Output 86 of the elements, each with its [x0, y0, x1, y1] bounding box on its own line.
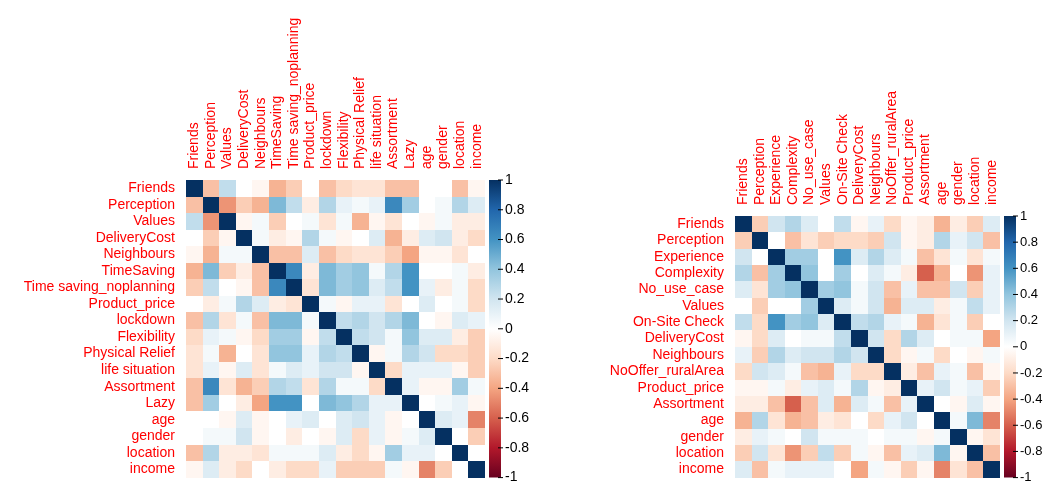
y-tick-label: income	[129, 460, 176, 477]
x-tick-label: Assortment	[384, 98, 401, 169]
x-tick-label: Values	[816, 163, 833, 205]
color-bar-label: 0.6	[1020, 259, 1039, 275]
x-tick-label: Experience	[767, 134, 784, 205]
y-tick-label: Lazy	[145, 394, 175, 411]
y-tick-label: Product_price	[88, 294, 176, 311]
y-tick-label: Flexibility	[117, 327, 175, 344]
color-bar-label: 0.6	[505, 230, 525, 247]
y-tick-label: Neighbours	[103, 245, 175, 262]
y-tick-label: DeliveryCost	[95, 228, 176, 245]
color-bar-label: -0.8	[505, 438, 530, 455]
y-tick-label: lockdown	[116, 311, 175, 328]
color-bar-label: 0.2	[505, 289, 525, 306]
color-bar-label: -0.4	[1020, 390, 1043, 406]
color-bar-label: 0	[1020, 338, 1028, 354]
x-tick-label: No_use_case	[800, 119, 817, 205]
x-tick-label: location	[450, 120, 467, 169]
x-tick-label: Perception	[750, 138, 767, 205]
color-bar-label: 0.8	[1020, 233, 1039, 249]
x-tick-label: NoOffer_ruralArea	[883, 90, 900, 205]
y-tick-label: NoOffer_ruralArea	[609, 362, 725, 379]
color-bar-label: -0.6	[1020, 416, 1043, 432]
y-tick-label: Friends	[677, 215, 724, 232]
y-tick-label: Values	[133, 212, 175, 229]
color-bar-label: -0.2	[505, 349, 530, 366]
y-tick-label: location	[126, 443, 175, 460]
x-tick-label: DeliveryCost	[235, 89, 251, 169]
x-tick-label: Lazy	[401, 139, 418, 169]
y-tick-label: Values	[682, 296, 724, 313]
x-tick-label: age	[932, 181, 949, 205]
color-bar-label: -0.4	[505, 379, 530, 396]
x-tick-label: income	[982, 159, 999, 205]
color-bar-label: 0.4	[1020, 286, 1039, 302]
y-tick-label: life situation	[101, 360, 175, 377]
y-tick-label: Physical Relief	[83, 344, 176, 361]
color-bar-label: 0.2	[1020, 312, 1039, 328]
x-tick-label: lockdown	[318, 110, 335, 169]
y-tick-label: Experience	[653, 247, 725, 264]
y-tick-label: Complexity	[654, 264, 724, 281]
y-tick-label: Assortment	[653, 394, 725, 411]
y-tick-label: DeliveryCost	[644, 329, 725, 346]
y-tick-label: location	[675, 443, 724, 460]
x-tick-label: income	[467, 123, 484, 169]
color-bar-label: 1	[505, 170, 513, 187]
x-tick-label: Product_price	[301, 82, 318, 169]
x-tick-label: life situation	[367, 95, 384, 169]
color-bar-label: -0.6	[505, 408, 530, 425]
y-tick-label: On-Site Check	[632, 313, 725, 330]
x-tick-label: gender	[434, 125, 451, 169]
x-tick-label: Neighbours	[251, 97, 268, 169]
x-tick-label: Values	[218, 127, 235, 169]
y-tick-label: income	[678, 460, 725, 477]
color-bar-label: 0.8	[505, 200, 525, 217]
y-tick-label: gender	[680, 427, 725, 444]
y-tick-label: TimeSaving	[101, 261, 175, 278]
y-tick-label: age	[700, 411, 725, 428]
x-tick-label: Neighbours	[866, 133, 883, 205]
y-tick-label: Time saving_noplanning	[23, 278, 175, 295]
y-tick-label: Perception	[657, 231, 724, 248]
x-tick-label: age	[417, 145, 434, 169]
x-tick-label: On-Site Check	[833, 112, 850, 205]
x-tick-label: location	[966, 156, 983, 205]
y-tick-label: gender	[131, 427, 176, 444]
y-tick-label: Assortment	[104, 377, 176, 394]
x-tick-label: TimeSaving	[268, 95, 285, 169]
y-tick-label: Product_price	[637, 378, 725, 395]
color-bar-label: 0.4	[505, 260, 525, 277]
x-tick-label: Time saving_noplanning	[284, 17, 301, 169]
x-tick-label: Complexity	[783, 135, 800, 205]
x-tick-label: DeliveryCost	[850, 125, 867, 205]
y-tick-label: No_use_case	[638, 280, 725, 297]
x-tick-label: Assortment	[916, 134, 933, 205]
color-bar-label: 1	[1020, 207, 1028, 223]
color-bar-label: -0.2	[1020, 364, 1043, 380]
x-tick-label: gender	[949, 161, 966, 205]
color-bar-label: -1	[505, 468, 518, 485]
color-bar-label: -0.8	[1020, 443, 1043, 459]
x-tick-label: Flexibility	[334, 111, 351, 169]
color-bar-label: 0	[505, 319, 513, 336]
x-tick-label: Product_price	[899, 118, 916, 205]
x-tick-label: Perception	[201, 102, 218, 169]
y-tick-label: Neighbours	[652, 345, 724, 362]
x-tick-label: Physical Relief	[351, 77, 368, 169]
color-bar-label: -1	[1020, 469, 1032, 485]
y-tick-label: age	[151, 410, 176, 427]
